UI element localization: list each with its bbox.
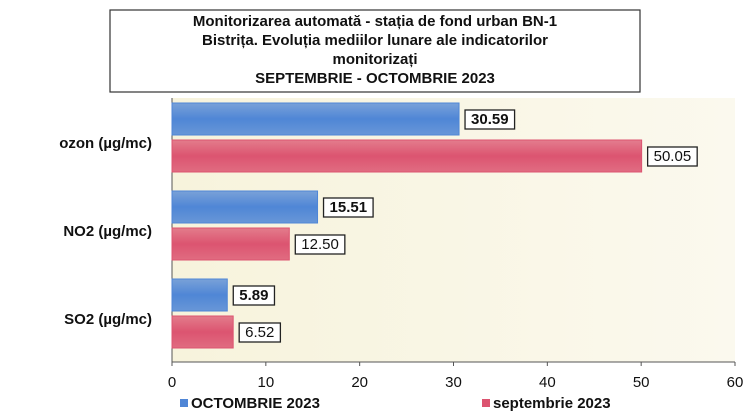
value-label: 5.89 xyxy=(239,287,268,304)
x-tick-label: 30 xyxy=(445,374,462,391)
x-tick-label: 60 xyxy=(727,374,744,391)
value-label: 30.59 xyxy=(471,111,509,128)
y-tick-label: ozon (µg/mc) xyxy=(59,135,152,152)
bar xyxy=(171,102,460,136)
x-tick-label: 50 xyxy=(633,374,650,391)
legend-swatch xyxy=(180,399,188,407)
y-tick-label: SO2 (µg/mc) xyxy=(64,311,152,328)
value-label-box xyxy=(322,197,374,218)
value-label: 15.51 xyxy=(330,199,368,216)
legend-swatch xyxy=(482,399,490,407)
bar xyxy=(171,190,319,224)
x-tick-label: 40 xyxy=(539,374,556,391)
legend-label: OCTOMBRIE 2023 xyxy=(191,395,320,412)
bar xyxy=(171,315,234,349)
chart-title: monitorizați xyxy=(333,51,418,68)
value-label: 6.52 xyxy=(245,324,274,341)
value-label-box xyxy=(646,146,698,167)
x-tick-label: 10 xyxy=(257,374,274,391)
chart-title: Monitorizarea automată - stația de fond … xyxy=(193,13,557,30)
value-label-box xyxy=(464,109,516,130)
bar xyxy=(171,227,290,261)
value-label: 50.05 xyxy=(654,148,692,165)
bar xyxy=(171,139,643,173)
value-label: 12.50 xyxy=(301,236,339,253)
chart-title: SEPTEMBRIE - OCTOMBRIE 2023 xyxy=(255,70,495,87)
x-tick-label: 20 xyxy=(351,374,368,391)
y-tick-label: NO2 (µg/mc) xyxy=(63,223,152,240)
value-label-box xyxy=(232,285,276,306)
legend-label: septembrie 2023 xyxy=(493,395,611,412)
chart-title: Bistrița. Evoluția mediilor lunare ale i… xyxy=(202,32,548,49)
title-box xyxy=(109,9,641,93)
value-label-box xyxy=(238,322,282,343)
value-label-box xyxy=(294,234,346,255)
x-tick-label: 0 xyxy=(168,374,176,391)
bar xyxy=(171,278,228,312)
